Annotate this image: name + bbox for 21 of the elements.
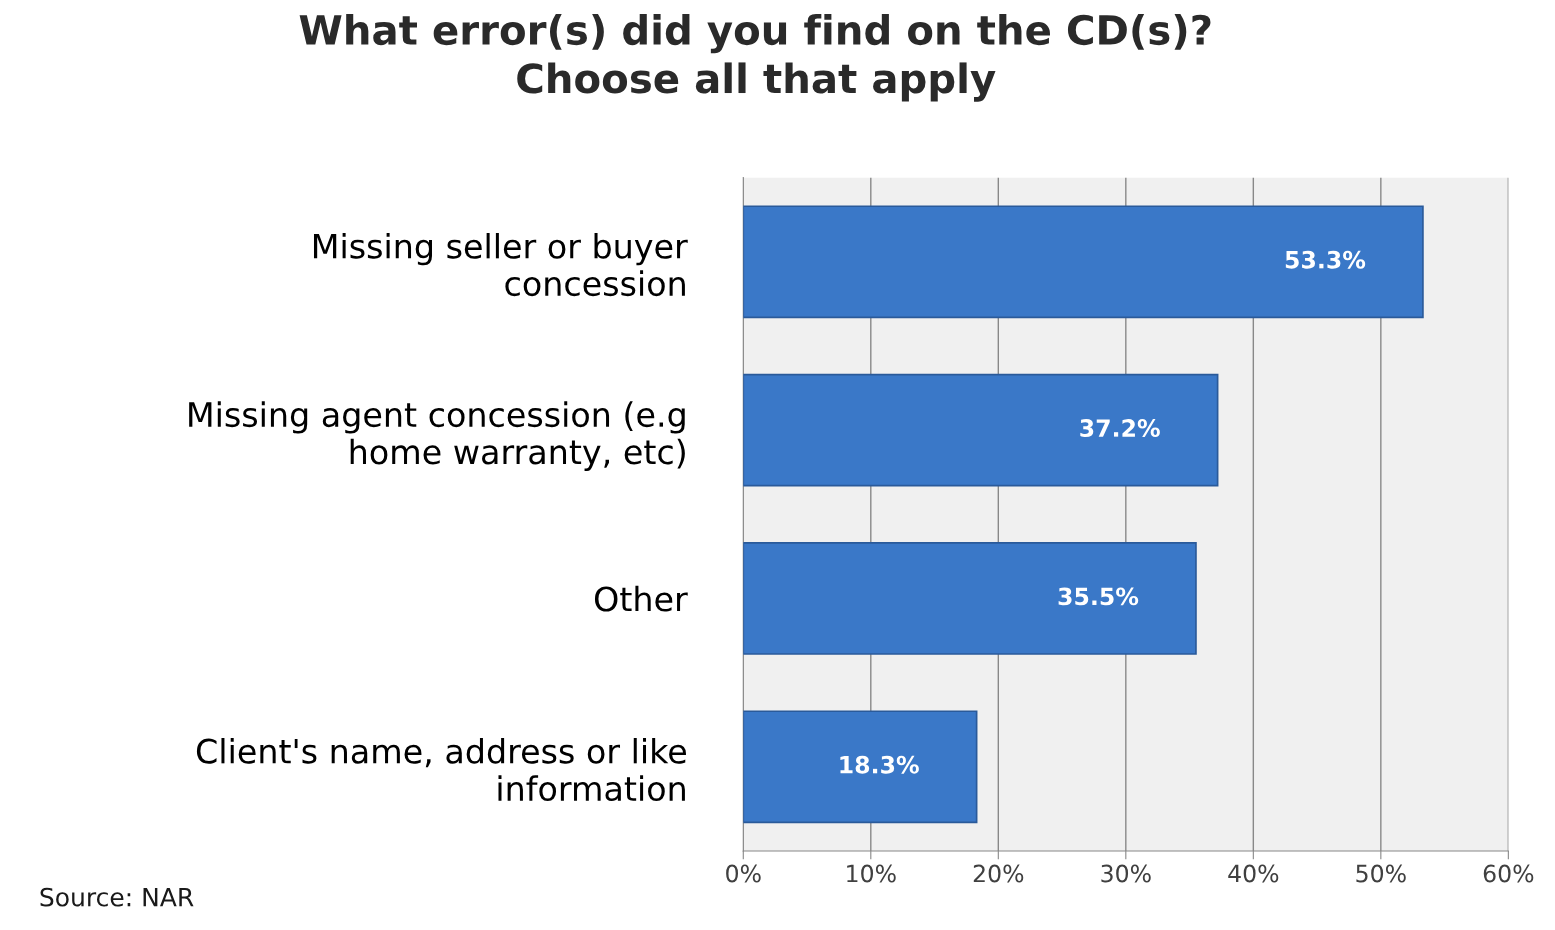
- data-label: 37.2%: [1080, 419, 1160, 437]
- chart-title: What error(s) did you find on the CD(s)? Choose all that apply: [299, 13, 1211, 102]
- y-tick-label: Other: [594, 585, 688, 612]
- bar: [743, 205, 1424, 319]
- bar: [743, 373, 1219, 487]
- x-tick-label: 30%: [1101, 864, 1151, 883]
- source-note: Source: NAR: [40, 887, 194, 907]
- data-label: 18.3%: [840, 755, 919, 774]
- data-label: 53.3%: [1285, 250, 1366, 269]
- x-tick-label: 40%: [1228, 864, 1279, 883]
- x-tick-label: 50%: [1356, 864, 1406, 883]
- x-tick-label: 0%: [726, 864, 761, 883]
- y-tick-label: Missing agent concession (e.g home warranty, etc): [189, 401, 685, 471]
- y-tick-label: Missing seller or buyer concession: [313, 233, 688, 297]
- bar: [743, 542, 1197, 655]
- x-tick-label: 10%: [847, 864, 896, 883]
- x-tick-label: 20%: [973, 864, 1024, 883]
- y-tick-label: Client's name, address or like information: [196, 737, 686, 802]
- x-tick-label: 60%: [1483, 864, 1534, 883]
- data-label: 35.5%: [1058, 587, 1139, 606]
- bar: [743, 710, 978, 824]
